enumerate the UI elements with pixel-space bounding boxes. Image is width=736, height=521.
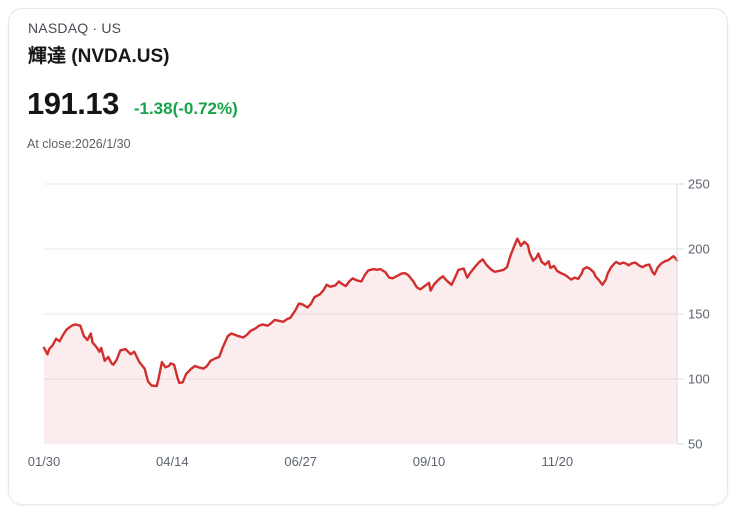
area-fill <box>44 238 677 444</box>
as-of-note: At close:2026/1/30 <box>27 137 131 151</box>
price-row: 191.13 -1.38(-0.72%) <box>27 86 238 122</box>
x-tick-label: 01/30 <box>28 454 61 469</box>
price-change: -1.38(-0.72%) <box>133 99 238 118</box>
y-tick-label: 100 <box>688 372 710 387</box>
x-tick-label: 06/27 <box>284 454 317 469</box>
x-tick-label: 11/20 <box>542 454 574 469</box>
price-chart[interactable]: 250 200 150 100 50 01/30 04/14 06/27 09/10 11/20 <box>9 9 728 505</box>
stock-quote-card: NASDAQ · US 輝達 (NVDA.US) 191.13 -1.38(-0… <box>8 8 728 505</box>
y-tick-label: 50 <box>688 437 702 452</box>
x-tick-label: 09/10 <box>413 454 446 469</box>
price-line <box>42 237 679 388</box>
x-tick-label: 04/14 <box>156 454 189 469</box>
quote-header: NASDAQ · US 輝達 (NVDA.US) 191.13 -1.38(-0… <box>27 18 238 151</box>
stock-name: 輝達 (NVDA.US) <box>28 46 170 67</box>
y-tick-label: 150 <box>688 307 710 322</box>
market-line: NASDAQ · US <box>28 20 122 36</box>
y-tick-label: 250 <box>688 177 710 192</box>
y-tick-label: 200 <box>688 242 710 257</box>
last-price: 191.13 <box>27 86 119 121</box>
